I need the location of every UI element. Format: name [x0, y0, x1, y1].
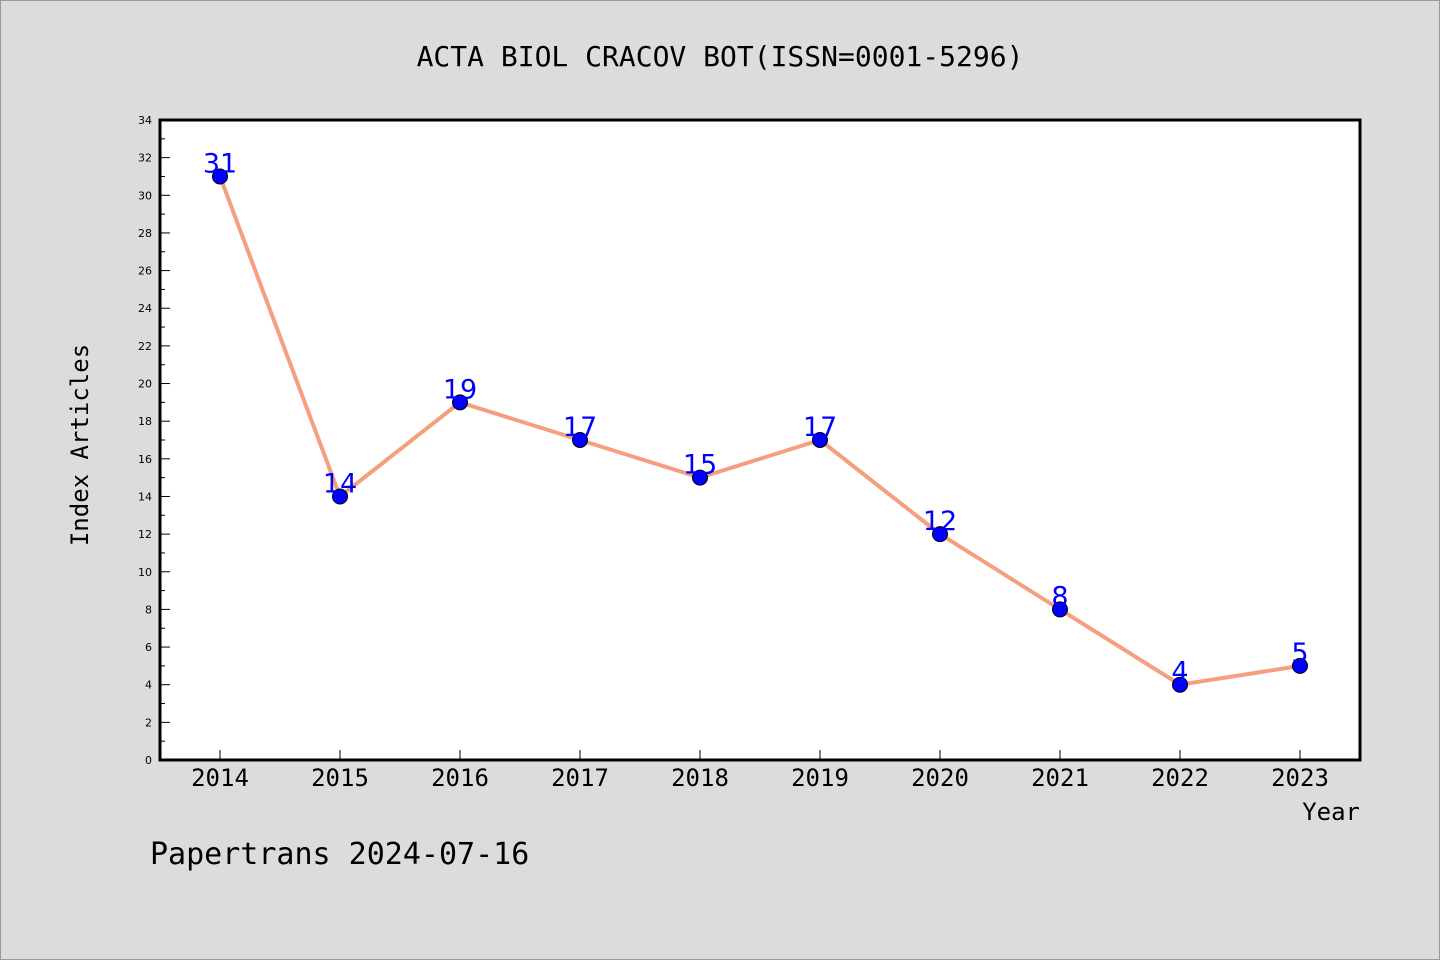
- x-axis: 2014 2015 2016 2017 2018 2019 2020 2021 2022 2023: [191, 750, 1329, 792]
- data-point: [1292, 657, 1308, 674]
- series-line: [218, 175, 1301, 687]
- plot-area: [158, 118, 1362, 762]
- footer-watermark: Papertrans 2024-07-16: [150, 837, 529, 872]
- x-tick-label: 2019: [791, 764, 849, 792]
- y-tick-label: 20: [138, 378, 152, 391]
- y-tick-label: 24: [138, 302, 152, 315]
- x-tick-label: 2021: [1031, 764, 1089, 792]
- data-point: [332, 488, 348, 505]
- data-point: [572, 432, 588, 448]
- y-tick-label: 32: [138, 152, 152, 165]
- data-point: [212, 168, 228, 185]
- y-tick-label: 26: [138, 265, 152, 278]
- x-tick-label: 2022: [1151, 764, 1209, 792]
- data-point: [452, 394, 468, 411]
- x-tick-label: 2023: [1271, 764, 1329, 792]
- y-tick-label: 34: [138, 114, 152, 127]
- y-axis-label: Index Articles: [66, 344, 94, 546]
- y-tick-label: 10: [138, 566, 152, 579]
- data-point: [1172, 676, 1188, 693]
- data-point: [692, 469, 708, 486]
- y-tick-label: 22: [138, 340, 152, 353]
- data-label: 15: [683, 450, 717, 481]
- data-label: 14: [323, 468, 357, 499]
- x-tick-label: 2014: [191, 764, 249, 792]
- y-tick-label: 28: [138, 227, 152, 240]
- data-point: [1052, 601, 1068, 618]
- x-axis-label: Year: [1302, 798, 1360, 826]
- y-tick-label: 0: [145, 754, 152, 767]
- y-tick-label: 30: [138, 189, 152, 202]
- x-tick-label: 2016: [431, 764, 489, 792]
- y-tick-label: 18: [138, 415, 152, 428]
- data-label: 17: [803, 412, 837, 443]
- y-tick-label: 12: [138, 528, 152, 541]
- x-tick-label: 2015: [311, 764, 369, 792]
- data-label: 17: [563, 412, 597, 443]
- y-tick-label: 14: [138, 490, 152, 503]
- data-point: [812, 432, 828, 448]
- x-tick-label: 2018: [671, 764, 729, 792]
- series-layer: 31 14 19 17 15 17 12 8 4 5: [203, 148, 1309, 693]
- data-point: [932, 526, 948, 543]
- data-label: 5: [1291, 638, 1308, 669]
- chart-title: ACTA BIOL CRACOV BOT(ISSN=0001-5296): [417, 40, 1024, 73]
- y-tick-label: 16: [138, 453, 152, 466]
- data-label: 8: [1051, 581, 1068, 612]
- data-label: 19: [443, 374, 477, 405]
- y-tick-label: 6: [145, 641, 152, 654]
- y-tick-label: 8: [145, 603, 152, 616]
- data-label: 4: [1171, 657, 1188, 688]
- x-tick-label: 2017: [551, 764, 609, 792]
- data-label: 12: [923, 506, 957, 537]
- x-tick-label: 2020: [911, 764, 969, 792]
- y-tick-label: 4: [145, 679, 152, 692]
- y-tick-label: 2: [145, 716, 152, 729]
- data-label: 31: [203, 148, 237, 179]
